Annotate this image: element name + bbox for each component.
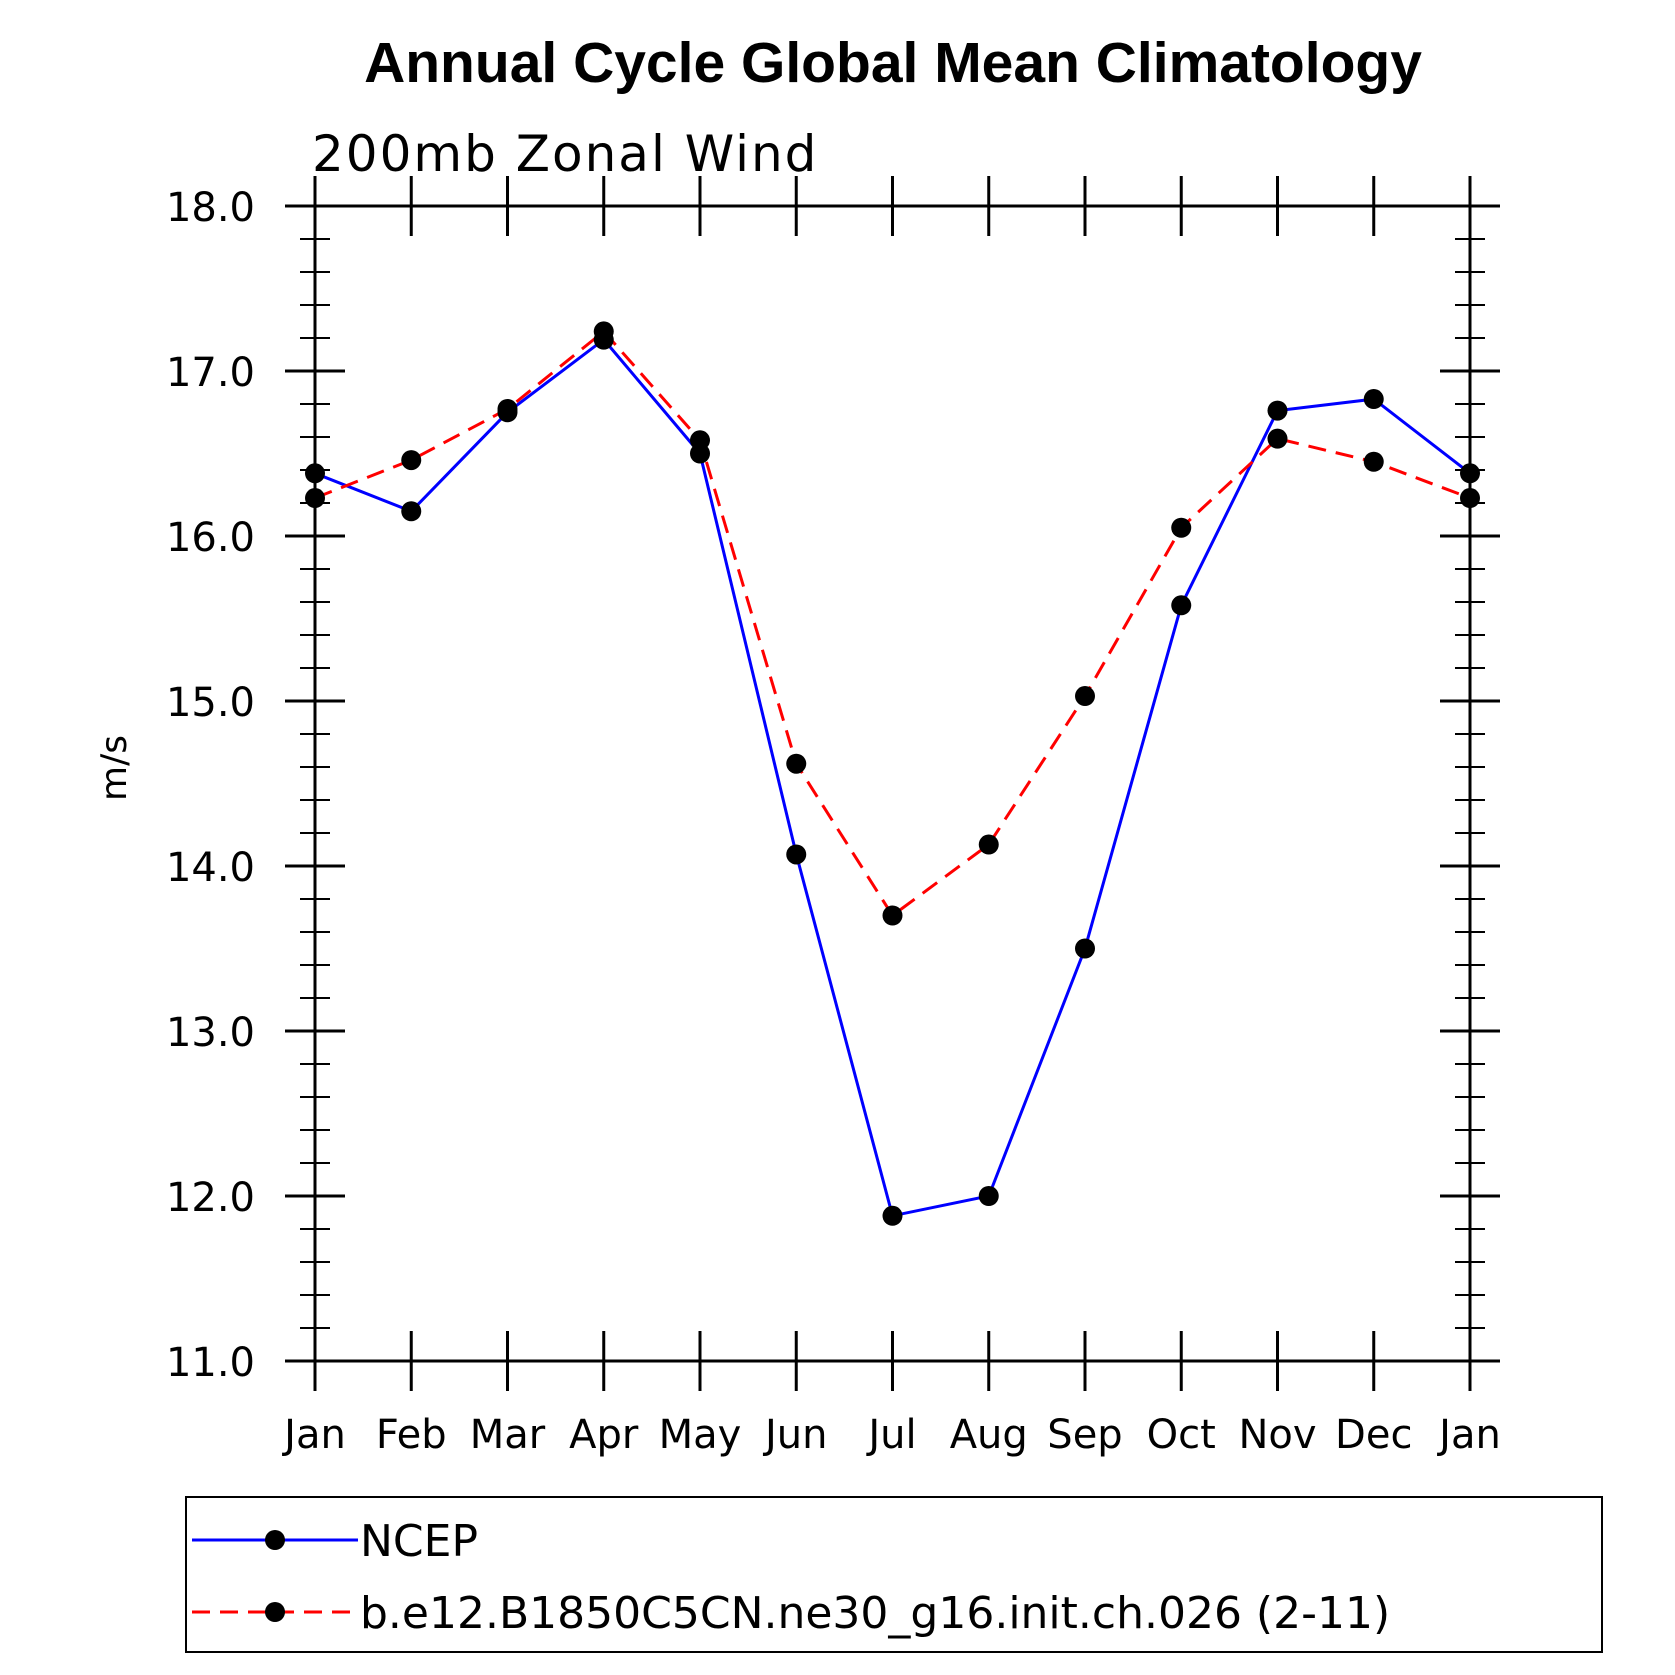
data-point-series-1 [1171,517,1192,538]
y-axis-label: m/s [94,735,135,801]
data-point-series-0 [786,844,807,865]
x-tick-label: May [659,1412,742,1458]
minor-ticks [300,205,1485,1362]
y-tick-label: 18.0 [166,185,255,231]
data-point-series-1 [497,398,518,419]
data-point-series-1 [305,488,325,509]
x-tick-label: Feb [376,1412,447,1458]
data-point-series-0 [305,463,325,484]
x-tick-label: Jan [1436,1412,1501,1458]
data-point-series-1 [1460,488,1480,509]
x-tick-label: Jan [281,1412,346,1458]
series-line-0 [314,337,1471,1218]
data-point-series-1 [593,321,614,342]
legend-marker-ncep [265,1530,285,1550]
y-tick-labels: 11.0 12.0 13.0 14.0 15.0 16.0 17.0 18.0 [166,185,255,1386]
data-point-series-1 [1267,428,1288,449]
data-point-series-1 [1363,451,1384,472]
data-point-series-1 [882,905,903,926]
data-point-series-0 [1075,938,1095,959]
x-tick-label: Sep [1047,1412,1122,1458]
y-tick-label: 11.0 [166,1340,255,1386]
data-point-series-0 [1171,595,1192,616]
data-point-series-0 [882,1205,903,1226]
data-point-series-0 [978,1186,999,1206]
plot-frame [313,204,1472,1363]
x-tick-label: Aug [950,1412,1028,1458]
data-point-series-0 [1363,389,1384,410]
data-point-series-1 [690,430,710,451]
y-tick-label: 17.0 [166,350,255,396]
data-point-series-1 [978,834,999,855]
x-tick-label: Jul [865,1412,916,1458]
x-tick-label: Mar [470,1412,546,1458]
data-point-series-1 [786,753,807,774]
legend: NCEP b.e12.B1850C5CN.ne30_g16.init.ch.02… [185,1496,1603,1653]
chart-subtitle: 200mb Zonal Wind [312,125,818,183]
x-tick-labels: Jan Feb Mar Apr May Jun Jul Aug Sep Oct Nov Dec Jan [281,1412,1501,1458]
x-tick-label: Dec [1335,1412,1412,1458]
x-tick-label: Apr [569,1412,639,1458]
y-tick-label: 14.0 [166,845,255,891]
x-tick-label: Jun [762,1412,828,1458]
data-point-series-0 [401,501,422,522]
x-tick-label: Oct [1147,1412,1216,1458]
series-layer [305,321,1480,1226]
legend-frame [185,1496,1603,1653]
legend-label-ncep: NCEP [360,1516,478,1567]
y-tick-label: 15.0 [166,680,255,726]
x-tick-label: Nov [1238,1412,1316,1458]
series-line-1 [314,329,1471,918]
legend-marker-model [265,1602,285,1622]
chart-title: Annual Cycle Global Mean Climatology [364,31,1422,95]
y-tick-label: 16.0 [166,515,255,561]
data-point-series-1 [401,450,422,471]
y-tick-label: 13.0 [166,1010,255,1056]
legend-label-model: b.e12.B1850C5CN.ne30_g16.init.ch.026 (2-… [360,1588,1390,1639]
major-ticks [285,176,1500,1391]
data-point-series-0 [1460,463,1480,484]
data-point-series-0 [1267,400,1288,421]
y-tick-label: 12.0 [166,1175,255,1221]
data-point-series-1 [1075,686,1095,707]
